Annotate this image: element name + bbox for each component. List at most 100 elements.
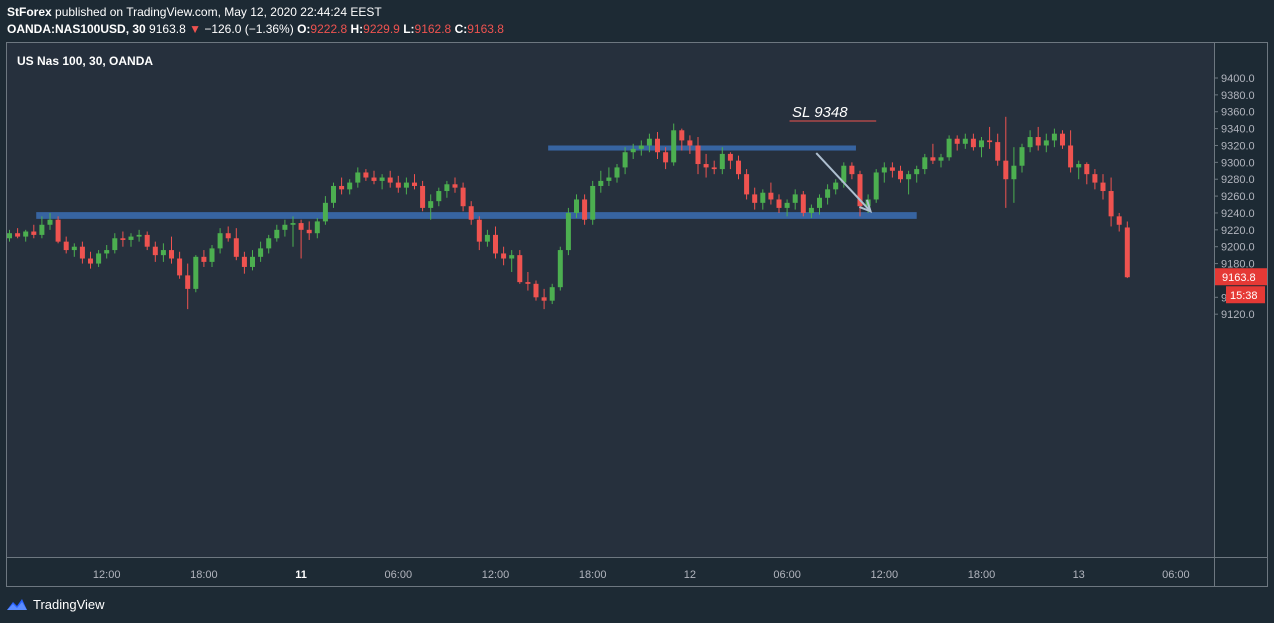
candle <box>873 169 879 203</box>
y-tick-label: 9240.0 <box>1221 208 1255 220</box>
candle-body <box>962 138 968 144</box>
candle-body <box>452 184 458 188</box>
candle-body <box>290 223 296 225</box>
tradingview-brand[interactable]: TradingView <box>33 596 105 612</box>
candle <box>152 241 158 262</box>
candle <box>144 231 150 251</box>
countdown-label: 15:38 <box>1230 290 1258 302</box>
candle-body <box>906 174 912 180</box>
candle-body <box>128 236 134 240</box>
candle-body <box>1011 165 1017 180</box>
candle-body <box>120 238 126 240</box>
candle <box>436 187 442 207</box>
candle-body <box>800 194 806 213</box>
candle-body <box>39 224 45 235</box>
plot-area[interactable] <box>7 43 1214 557</box>
candle-body <box>817 197 822 208</box>
candle-body <box>379 177 385 181</box>
candle-body <box>671 130 677 163</box>
candle <box>517 250 523 284</box>
close-value: 9163.8 <box>467 22 504 36</box>
candle-body <box>614 167 620 178</box>
candle <box>638 140 644 156</box>
x-tick-label: 18:00 <box>968 569 996 581</box>
high-value: 9229.9 <box>363 22 400 36</box>
candle <box>784 199 790 217</box>
candle <box>922 153 928 175</box>
candle <box>776 194 782 213</box>
support-resistance-zone[interactable] <box>548 145 856 151</box>
candle <box>177 251 183 279</box>
candle-body <box>282 224 288 230</box>
candle-body <box>833 182 839 190</box>
candle <box>79 241 85 264</box>
candle <box>225 226 231 242</box>
candle-body <box>331 185 336 203</box>
x-tick-label: 13 <box>1073 569 1085 581</box>
candle <box>363 169 369 181</box>
y-tick-label: 9360.0 <box>1221 107 1255 119</box>
candle <box>533 280 539 301</box>
candle-body <box>565 212 571 251</box>
chart-canvas[interactable]: SL 9348 9120.09140.09160.09180.09200.092… <box>7 43 1267 586</box>
candle-body <box>784 202 790 208</box>
candle-body <box>1100 182 1106 192</box>
candle <box>250 250 255 271</box>
candle <box>1084 162 1090 185</box>
candle <box>331 182 336 208</box>
candle-body <box>598 180 604 186</box>
candle <box>1092 169 1098 190</box>
trend-arrow-line[interactable] <box>815 152 872 212</box>
candle <box>930 143 936 165</box>
support-resistance-zone[interactable] <box>36 212 917 219</box>
candle-body <box>201 256 207 262</box>
candle <box>800 191 806 217</box>
candle <box>403 177 409 195</box>
candle-body <box>719 153 725 170</box>
candle-body <box>444 184 450 192</box>
candle-body <box>1068 145 1074 168</box>
trend-arrow-head[interactable] <box>858 199 873 213</box>
candle <box>23 229 29 242</box>
candle-body <box>792 194 798 203</box>
candle <box>347 179 353 195</box>
candle <box>906 170 912 195</box>
candle <box>946 135 952 161</box>
candle <box>258 241 264 262</box>
candle <box>979 137 984 158</box>
candle-body <box>484 234 490 242</box>
candle-body <box>1019 147 1025 166</box>
candle <box>695 137 701 175</box>
candle <box>817 194 822 215</box>
candle-body <box>177 258 183 276</box>
candle <box>88 251 93 269</box>
candle <box>39 216 45 239</box>
tradingview-footer[interactable]: TradingView <box>6 593 105 615</box>
candle-body <box>79 246 85 259</box>
stop-loss-label[interactable]: SL 9348 <box>792 104 848 121</box>
candle-body <box>557 250 563 288</box>
candle-body <box>112 238 118 251</box>
candle <box>444 180 450 198</box>
candle-body <box>241 256 247 267</box>
candle <box>509 250 515 273</box>
candle-body <box>436 191 442 202</box>
candle <box>833 179 839 195</box>
candle-body <box>347 182 353 190</box>
candle-body <box>1060 133 1065 146</box>
author-name[interactable]: StForex <box>7 5 52 19</box>
candle-body <box>509 255 515 259</box>
candle-body <box>322 202 328 222</box>
candle-body <box>217 233 223 249</box>
candle-body <box>857 174 863 207</box>
candle-body <box>646 138 652 146</box>
candle-body <box>371 177 377 181</box>
candle <box>501 246 507 266</box>
candle <box>549 283 555 305</box>
candle <box>582 194 588 225</box>
candle <box>889 162 895 178</box>
candle-body <box>889 167 895 171</box>
candle <box>590 180 596 225</box>
x-tick-label: 12:00 <box>871 569 899 581</box>
symbol-ohlc-line: OANDA:NAS100USD, 30 9163.8 ▼ −126.0 (−1.… <box>7 22 504 36</box>
